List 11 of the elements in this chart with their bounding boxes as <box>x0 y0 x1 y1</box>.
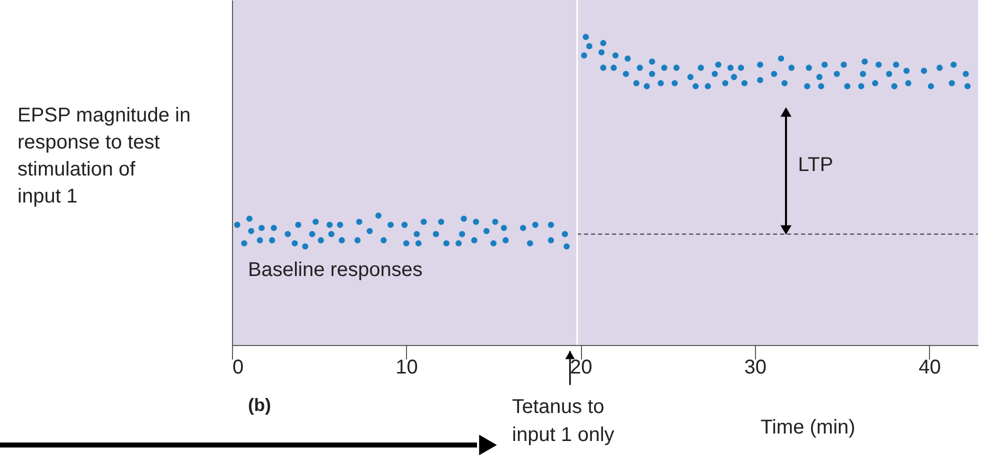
text: (b) <box>248 395 271 415</box>
annotation: LTP <box>798 154 834 176</box>
x-tick-label: 30 <box>744 356 767 378</box>
x-tick-label: 10 <box>396 356 418 378</box>
annotation: Baseline responses <box>248 259 423 281</box>
x-tick-label: 40 <box>918 356 941 378</box>
x-tick-label: 20 <box>570 356 592 378</box>
y-axis-title: EPSP magnitude in response to test stimulation of input 1 <box>18 104 191 208</box>
x-axis-title: Time (min) <box>760 416 856 438</box>
text: Tetanus to input 1 only <box>512 396 614 446</box>
x-tick-label: 0 <box>232 356 244 378</box>
